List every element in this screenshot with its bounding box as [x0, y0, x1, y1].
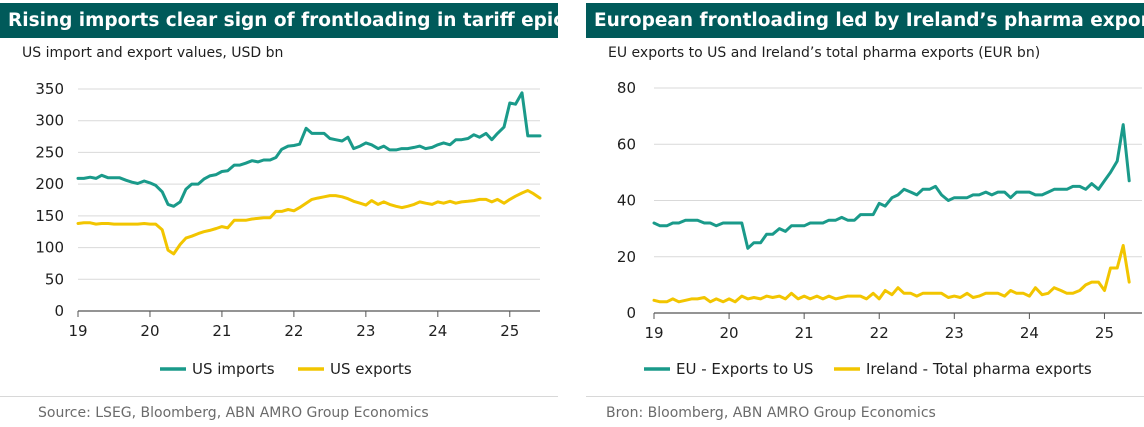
right-chart-panel: European frontloading led by Ireland’s p… — [586, 0, 1144, 427]
x-tick-label: 22 — [284, 322, 303, 340]
left-chart-subtitle: US import and export values, USD bn — [22, 45, 284, 61]
y-tick-label: 300 — [35, 112, 64, 130]
left-line-chart: 0 50 100 150 200 250 300 350 19 20 21 22 23 24 25 US im… — [35, 80, 542, 378]
legend-label: US imports — [192, 360, 275, 378]
y-tick-label: 0 — [54, 302, 64, 320]
y-tick-label: 50 — [45, 270, 64, 288]
series-line-yellow — [652, 244, 1131, 304]
y-tick-label: 350 — [35, 80, 64, 98]
right-source-note: Bron: Bloomberg, ABN AMRO Group Economic… — [606, 405, 936, 421]
x-tick-label: 21 — [795, 324, 814, 342]
y-tick-label: 60 — [617, 135, 636, 153]
left-divider — [0, 396, 558, 397]
right-line-chart: 0 20 40 60 80 19 20 21 22 23 24 25 EU - Exports to U… — [617, 79, 1142, 378]
x-tick-label: 23 — [945, 324, 964, 342]
series-line-teal — [76, 91, 542, 208]
legend-label: EU - Exports to US — [676, 360, 813, 378]
y-tick-label: 200 — [35, 175, 64, 193]
left-source-note: Source: LSEG, Bloomberg, ABN AMRO Group … — [38, 405, 429, 421]
left-chart-panel: Rising imports clear sign of frontloadin… — [0, 0, 558, 427]
series-line-teal — [652, 123, 1131, 250]
x-tick-label: 24 — [1020, 324, 1039, 342]
x-tick-label: 23 — [356, 322, 375, 340]
right-chart-title: European frontloading led by Ireland’s p… — [586, 3, 1144, 38]
series-line-yellow — [76, 189, 542, 256]
x-tick-label: 21 — [212, 322, 231, 340]
y-tick-label: 150 — [35, 207, 64, 225]
left-chart-title: Rising imports clear sign of frontloadin… — [0, 3, 558, 38]
y-tick-label: 80 — [617, 79, 636, 97]
right-divider — [586, 396, 1144, 397]
legend-label: Ireland - Total pharma exports — [866, 360, 1092, 378]
right-chart-subtitle: EU exports to US and Ireland’s total pha… — [608, 45, 1041, 61]
x-tick-label: 22 — [870, 324, 889, 342]
x-tick-label: 25 — [1095, 324, 1114, 342]
x-tick-label: 24 — [428, 322, 447, 340]
x-tick-label: 20 — [140, 322, 159, 340]
x-tick-label: 19 — [68, 322, 87, 340]
y-tick-label: 100 — [35, 239, 64, 257]
y-tick-label: 20 — [617, 248, 636, 266]
x-tick-label: 19 — [644, 324, 663, 342]
y-tick-label: 0 — [626, 304, 636, 322]
y-tick-label: 40 — [617, 192, 636, 210]
x-tick-label: 25 — [500, 322, 519, 340]
y-tick-label: 250 — [35, 143, 64, 161]
x-tick-label: 20 — [720, 324, 739, 342]
legend-label: US exports — [330, 360, 412, 378]
